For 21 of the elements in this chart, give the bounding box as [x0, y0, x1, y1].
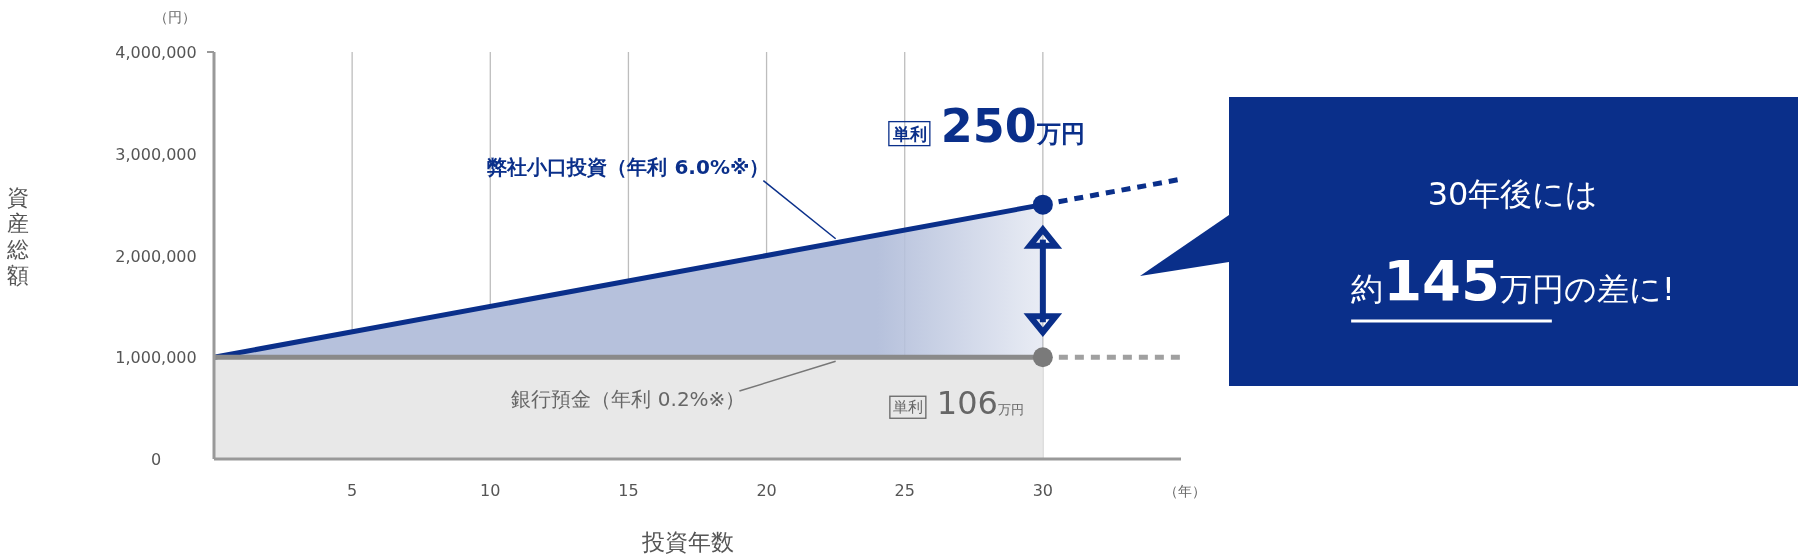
text: （年）: [1164, 483, 1206, 499]
x-tick-label: 25: [894, 481, 915, 500]
text: 弊社小口投資（年利 6.0%※）: [487, 154, 770, 179]
x-tick-label: 15: [618, 481, 639, 500]
y-tick-label: 4,000,000: [115, 43, 197, 62]
text: 30年後には: [1427, 175, 1599, 213]
y-tick-label: 3,000,000: [115, 144, 197, 164]
x-tick-label: 20: [756, 481, 777, 500]
text: 約145万円の差に!: [1351, 248, 1675, 313]
annotation: 単利 250万円: [891, 98, 1085, 153]
x-axis-title: 投資年数: [641, 529, 735, 555]
y-tick-label: 1,000,000: [115, 348, 197, 368]
annotation: 単利 106万円: [892, 384, 1024, 423]
x-tick-label: 30: [1032, 481, 1054, 500]
y-tick-label: 0: [150, 450, 162, 469]
text: （円）: [154, 9, 196, 25]
y-axis-title: 資産総額: [6, 185, 29, 288]
x-tick-label: 5: [347, 481, 358, 500]
x-tick-label: 10: [480, 481, 501, 500]
y-tick-label: 2,000,000: [115, 246, 197, 266]
series-label: 銀行預金（年利 0.2%※）: [511, 387, 746, 412]
